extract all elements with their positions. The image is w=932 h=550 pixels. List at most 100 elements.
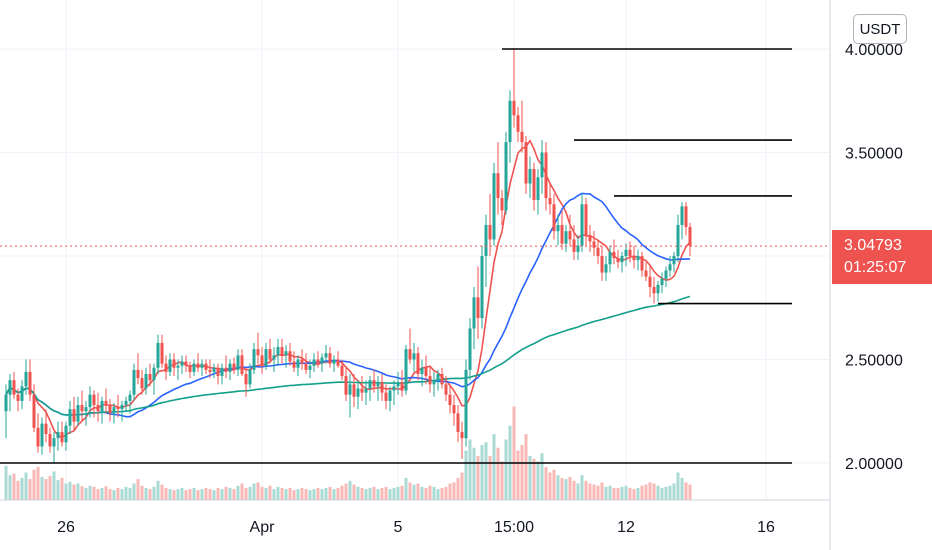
candle-body[interactable] bbox=[296, 359, 300, 368]
candle-body[interactable] bbox=[236, 355, 240, 370]
candle-body[interactable] bbox=[584, 204, 588, 236]
candle-body[interactable] bbox=[156, 342, 160, 368]
candle-body[interactable] bbox=[360, 388, 364, 393]
candle-body[interactable] bbox=[420, 367, 424, 374]
candle-body[interactable] bbox=[312, 359, 316, 366]
candle-body[interactable] bbox=[488, 224, 492, 240]
candle-body[interactable] bbox=[580, 204, 584, 246]
candle-body[interactable] bbox=[184, 361, 188, 366]
candle-body[interactable] bbox=[52, 438, 56, 447]
candle-body[interactable] bbox=[484, 224, 488, 256]
candle-body[interactable] bbox=[108, 405, 112, 414]
candle-body[interactable] bbox=[20, 386, 24, 401]
candle-body[interactable] bbox=[460, 431, 464, 439]
candle-body[interactable] bbox=[432, 380, 436, 385]
candle-body[interactable] bbox=[148, 373, 152, 381]
candle-body[interactable] bbox=[316, 359, 320, 364]
candle-body[interactable] bbox=[200, 363, 204, 368]
candle-body[interactable] bbox=[572, 239, 576, 252]
candle-body[interactable] bbox=[384, 392, 388, 401]
candle-body[interactable] bbox=[504, 142, 508, 211]
candle-body[interactable] bbox=[412, 353, 416, 360]
candle-body[interactable] bbox=[268, 349, 272, 360]
candle-body[interactable] bbox=[192, 363, 196, 372]
candle-body[interactable] bbox=[440, 373, 444, 385]
candle-body[interactable] bbox=[624, 249, 628, 256]
currency-badge[interactable]: USDT bbox=[853, 14, 907, 44]
candle-body[interactable] bbox=[232, 363, 236, 370]
candle-body[interactable] bbox=[92, 394, 96, 406]
candle-body[interactable] bbox=[12, 380, 16, 395]
candle-body[interactable] bbox=[228, 363, 232, 372]
candle-body[interactable] bbox=[356, 388, 360, 397]
candle-body[interactable] bbox=[592, 241, 596, 248]
candle-body[interactable] bbox=[284, 351, 288, 356]
candle-body[interactable] bbox=[536, 177, 540, 201]
candle-body[interactable] bbox=[48, 434, 52, 447]
candle-body[interactable] bbox=[8, 380, 12, 395]
candle-body[interactable] bbox=[176, 365, 180, 368]
candle-body[interactable] bbox=[188, 365, 192, 372]
candle-body[interactable] bbox=[180, 361, 184, 366]
candle-body[interactable] bbox=[112, 407, 116, 414]
candle-body[interactable] bbox=[248, 369, 252, 385]
candle-body[interactable] bbox=[528, 169, 532, 184]
candle-body[interactable] bbox=[404, 349, 408, 391]
candle-body[interactable] bbox=[436, 373, 440, 381]
candle-body[interactable] bbox=[524, 142, 528, 184]
candle-body[interactable] bbox=[32, 394, 36, 428]
candle-body[interactable] bbox=[28, 371, 32, 395]
candle-body[interactable] bbox=[116, 407, 120, 410]
candle-body[interactable] bbox=[552, 204, 556, 232]
candle-body[interactable] bbox=[84, 407, 88, 412]
candle-body[interactable] bbox=[668, 264, 672, 271]
candle-body[interactable] bbox=[288, 351, 292, 362]
candle-body[interactable] bbox=[36, 427, 40, 447]
candle-body[interactable] bbox=[152, 367, 156, 381]
candle-body[interactable] bbox=[660, 278, 664, 285]
candle-body[interactable] bbox=[344, 376, 348, 395]
candle-body[interactable] bbox=[56, 431, 60, 439]
candle-body[interactable] bbox=[196, 363, 200, 368]
candle-body[interactable] bbox=[328, 353, 332, 364]
candle-body[interactable] bbox=[208, 369, 212, 372]
candle-body[interactable] bbox=[612, 251, 616, 259]
candle-body[interactable] bbox=[252, 349, 256, 370]
candle-body[interactable] bbox=[264, 349, 268, 366]
candle-body[interactable] bbox=[364, 388, 368, 393]
candle-body[interactable] bbox=[480, 256, 484, 319]
candle-body[interactable] bbox=[96, 405, 100, 412]
candle-body[interactable] bbox=[76, 405, 80, 422]
candle-body[interactable] bbox=[144, 373, 148, 389]
candle-body[interactable] bbox=[496, 173, 500, 199]
candle-body[interactable] bbox=[220, 367, 224, 377]
candle-body[interactable] bbox=[204, 363, 208, 370]
candle-body[interactable] bbox=[456, 413, 460, 432]
candle-body[interactable] bbox=[380, 382, 384, 393]
candle-body[interactable] bbox=[280, 347, 284, 356]
candle-body[interactable] bbox=[160, 342, 164, 364]
candle-body[interactable] bbox=[664, 270, 668, 279]
candle-body[interactable] bbox=[492, 173, 496, 240]
candle-body[interactable] bbox=[72, 409, 76, 422]
candle-body[interactable] bbox=[276, 347, 280, 356]
candle-body[interactable] bbox=[100, 400, 104, 412]
candle-body[interactable] bbox=[500, 198, 504, 211]
candle-body[interactable] bbox=[428, 376, 432, 385]
candle-body[interactable] bbox=[556, 224, 560, 232]
candle-body[interactable] bbox=[628, 249, 632, 256]
candle-body[interactable] bbox=[464, 369, 468, 439]
candle-body[interactable] bbox=[544, 152, 548, 199]
candle-body[interactable] bbox=[632, 256, 636, 261]
candle-body[interactable] bbox=[292, 361, 296, 368]
candle-body[interactable] bbox=[132, 369, 136, 395]
candle-body[interactable] bbox=[376, 382, 380, 387]
candle-body[interactable] bbox=[80, 405, 84, 412]
candle-body[interactable] bbox=[388, 390, 392, 401]
candle-body[interactable] bbox=[508, 100, 512, 143]
candle-body[interactable] bbox=[88, 394, 92, 408]
candle-body[interactable] bbox=[688, 227, 692, 246]
candle-body[interactable] bbox=[336, 359, 340, 366]
candle-body[interactable] bbox=[576, 245, 580, 252]
